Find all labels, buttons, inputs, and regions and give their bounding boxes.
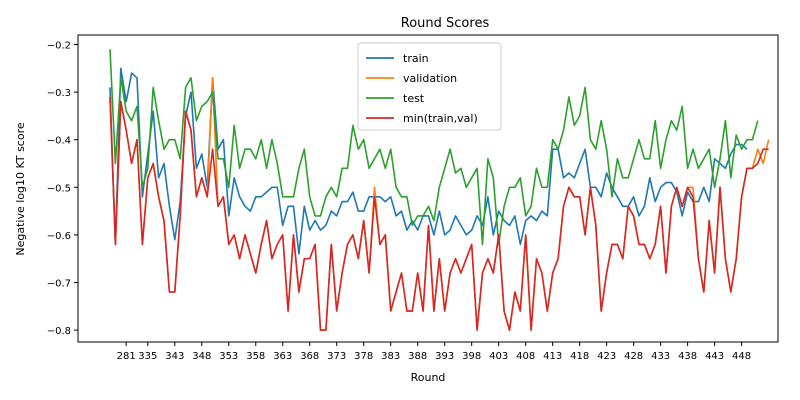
legend: train validation test min(train,val) — [357, 42, 502, 131]
y-tick-label: −0.7 — [47, 279, 71, 290]
x-tick-label: 413 — [543, 351, 562, 362]
x-tick-label: 373 — [327, 351, 346, 362]
y-tick-label: −0.3 — [47, 88, 71, 99]
legend-label-min: min(train,val) — [403, 112, 478, 125]
x-tick-label: 348 — [192, 351, 211, 362]
y-tick-label: −0.6 — [47, 231, 71, 242]
x-axis: 281 335 343 348 353 358 363 368 373 378 383 388 393 3… — [117, 342, 751, 362]
series-line-test — [109, 49, 759, 246]
x-tick-label: 398 — [462, 351, 481, 362]
x-tick-label: 408 — [516, 351, 535, 362]
y-tick-label: −0.2 — [47, 41, 71, 52]
series-lines — [109, 49, 770, 331]
y-tick-label: −0.4 — [47, 136, 71, 147]
x-tick-label: 335 — [138, 351, 157, 362]
x-tick-label: 393 — [435, 351, 454, 362]
y-tick-label: −0.5 — [47, 183, 71, 194]
x-tick-label: 281 — [117, 351, 136, 362]
y-axis: −0.8 −0.7 −0.6 −0.5 −0.4 −0.3 −0.2 — [47, 41, 78, 337]
x-tick-label: 363 — [273, 351, 292, 362]
chart-title: Round Scores — [401, 16, 490, 31]
x-tick-label: 433 — [651, 351, 670, 362]
x-tick-label: 353 — [219, 351, 238, 362]
x-tick-label: 403 — [489, 351, 508, 362]
y-axis-label: Negative log10 KT score — [14, 122, 27, 255]
x-tick-label: 418 — [570, 351, 589, 362]
x-tick-label: 388 — [408, 351, 427, 362]
legend-label-train: train — [403, 52, 429, 65]
x-tick-label: 378 — [354, 351, 373, 362]
legend-label-validation: validation — [403, 72, 457, 85]
x-tick-label: 358 — [246, 351, 265, 362]
legend-label-test: test — [403, 92, 425, 105]
x-tick-label: 423 — [597, 351, 616, 362]
x-axis-label: Round — [411, 371, 446, 384]
series-line-train — [109, 67, 748, 255]
x-tick-label: 428 — [624, 351, 643, 362]
x-tick-label: 448 — [732, 351, 751, 362]
legend-box — [357, 42, 502, 131]
x-tick-label: 368 — [300, 351, 319, 362]
x-tick-label: 443 — [705, 351, 724, 362]
x-tick-label: 438 — [678, 351, 697, 362]
series-line-min — [109, 96, 769, 331]
x-tick-label: 343 — [165, 351, 184, 362]
x-tick-label: 383 — [381, 351, 400, 362]
y-tick-label: −0.8 — [47, 326, 71, 337]
